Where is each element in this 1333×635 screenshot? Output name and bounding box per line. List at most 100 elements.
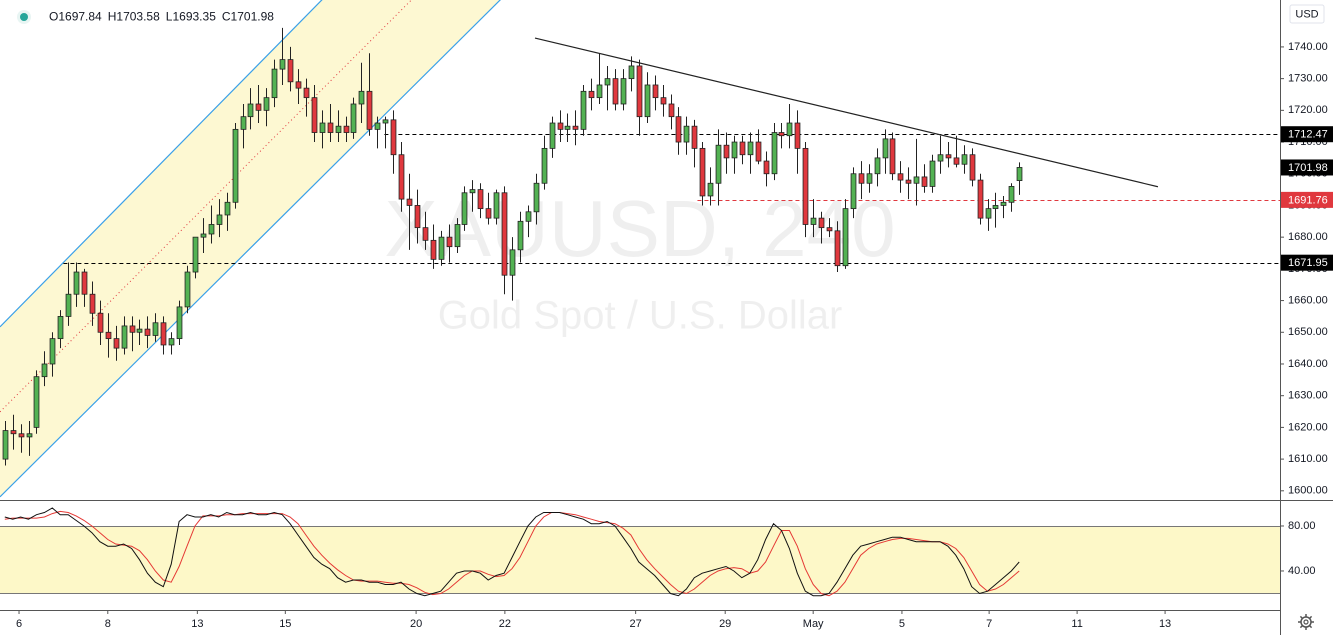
candle-body (961, 154, 968, 165)
candle-body (287, 59, 294, 83)
y2-tick-label: 40.00 (1288, 565, 1316, 577)
candle-body (644, 84, 651, 118)
candle-body (778, 132, 785, 137)
candle-body (446, 236, 453, 248)
candle-body (628, 65, 635, 80)
x-tick-label: 22 (499, 618, 511, 630)
candle-body (65, 293, 72, 317)
candle-body (358, 90, 365, 105)
y-tick-label: 1650.00 (1288, 326, 1328, 338)
candle-body (620, 78, 627, 105)
y-tick-label: 1620.00 (1288, 421, 1328, 433)
x-tick-label: 11 (1071, 618, 1082, 630)
candle-body (509, 249, 516, 276)
candle-body (311, 97, 318, 133)
ohlc-value: 1701.98 (231, 10, 275, 24)
candle-body (549, 122, 556, 149)
price-label: 1701.98 (1288, 162, 1328, 174)
currency-box[interactable] (1289, 4, 1325, 24)
oscillator-d (4, 510, 1020, 597)
candle-body (160, 322, 167, 346)
candle-body (144, 328, 151, 336)
candle-body (26, 433, 33, 438)
candle-body (247, 103, 254, 118)
candle-body (57, 316, 64, 340)
candle-body (786, 122, 793, 137)
candle-body (438, 236, 445, 260)
trendline (534, 37, 1159, 188)
y-tick-label: 1600.00 (1288, 485, 1328, 497)
candle-body (533, 182, 540, 213)
candle-body (485, 208, 492, 219)
candle-body (1016, 167, 1023, 181)
ohlc-key: H (108, 10, 117, 24)
x-tick-label: 5 (899, 618, 905, 630)
candle-body (295, 81, 302, 89)
description-watermark: Gold Spot / U.S. Dollar (438, 294, 843, 338)
candle-body (89, 293, 96, 314)
candle-body (588, 90, 595, 99)
candle-body (81, 271, 88, 295)
y2-tick-label: 80.00 (1288, 520, 1316, 532)
candle-body (572, 125, 579, 130)
candle-body (525, 211, 532, 222)
candle-body (398, 154, 405, 200)
candle-body (18, 433, 25, 438)
candle-body (842, 208, 849, 267)
candle-body (691, 125, 698, 149)
currency[interactable]: USD (1295, 8, 1318, 20)
candle-body (33, 376, 40, 428)
candle-body (216, 214, 223, 225)
candle-body (152, 322, 159, 336)
candle-body (1008, 186, 1015, 203)
candle-body (414, 205, 421, 229)
ohlc-key: L (166, 10, 173, 24)
price-label: 1712.47 (1288, 129, 1328, 141)
candle-body (224, 201, 231, 216)
candle-body (136, 328, 143, 333)
ohlc-value: 1697.84 (58, 10, 102, 24)
candle-body (755, 141, 762, 162)
y-tick-label: 1680.00 (1288, 231, 1328, 243)
candle-body (668, 103, 675, 118)
candle-body (461, 192, 468, 225)
candle-body (826, 227, 833, 232)
oscillator-band (0, 525, 1280, 594)
candle-body (802, 147, 809, 225)
candle-body (319, 122, 326, 133)
candle-body (652, 84, 659, 99)
axes: 1600.00 1610.00 1620.00 1630.00 1640.00 1650.… (16, 41, 1333, 630)
candle-body (763, 160, 770, 175)
candle-body (2, 430, 9, 460)
candle-body (660, 97, 667, 105)
candle-body (913, 176, 920, 184)
candle-body (493, 192, 500, 219)
candle-body (889, 138, 896, 175)
x-tick-label: 6 (16, 618, 22, 630)
x-tick-label: 13 (191, 618, 203, 630)
candle-body (374, 122, 381, 130)
candle-body (612, 78, 619, 105)
candle-body (818, 217, 825, 229)
ohlc-legend: O1697.84 H1703.58 L1693.35 C1701.98 (49, 10, 274, 24)
candle-body (390, 119, 397, 156)
ohlc-key: O (49, 10, 58, 24)
channel-lower (0, 0, 501, 498)
candle-body (271, 68, 278, 99)
candle-body (517, 220, 524, 251)
candle-body (929, 160, 936, 187)
y-tick-label: 1730.00 (1288, 73, 1328, 85)
candle-body (327, 122, 334, 133)
candle-body (771, 132, 778, 175)
candle-body (937, 154, 944, 162)
candle-body (850, 173, 857, 210)
candle-body (121, 325, 128, 349)
candle-body (596, 84, 603, 99)
settings-icon[interactable] (1298, 614, 1314, 630)
y-tick-label: 1660.00 (1288, 294, 1328, 306)
oscillator-pane (0, 507, 1280, 597)
candle-body (382, 119, 389, 124)
candle-body (707, 182, 714, 197)
candle-body (905, 179, 912, 184)
